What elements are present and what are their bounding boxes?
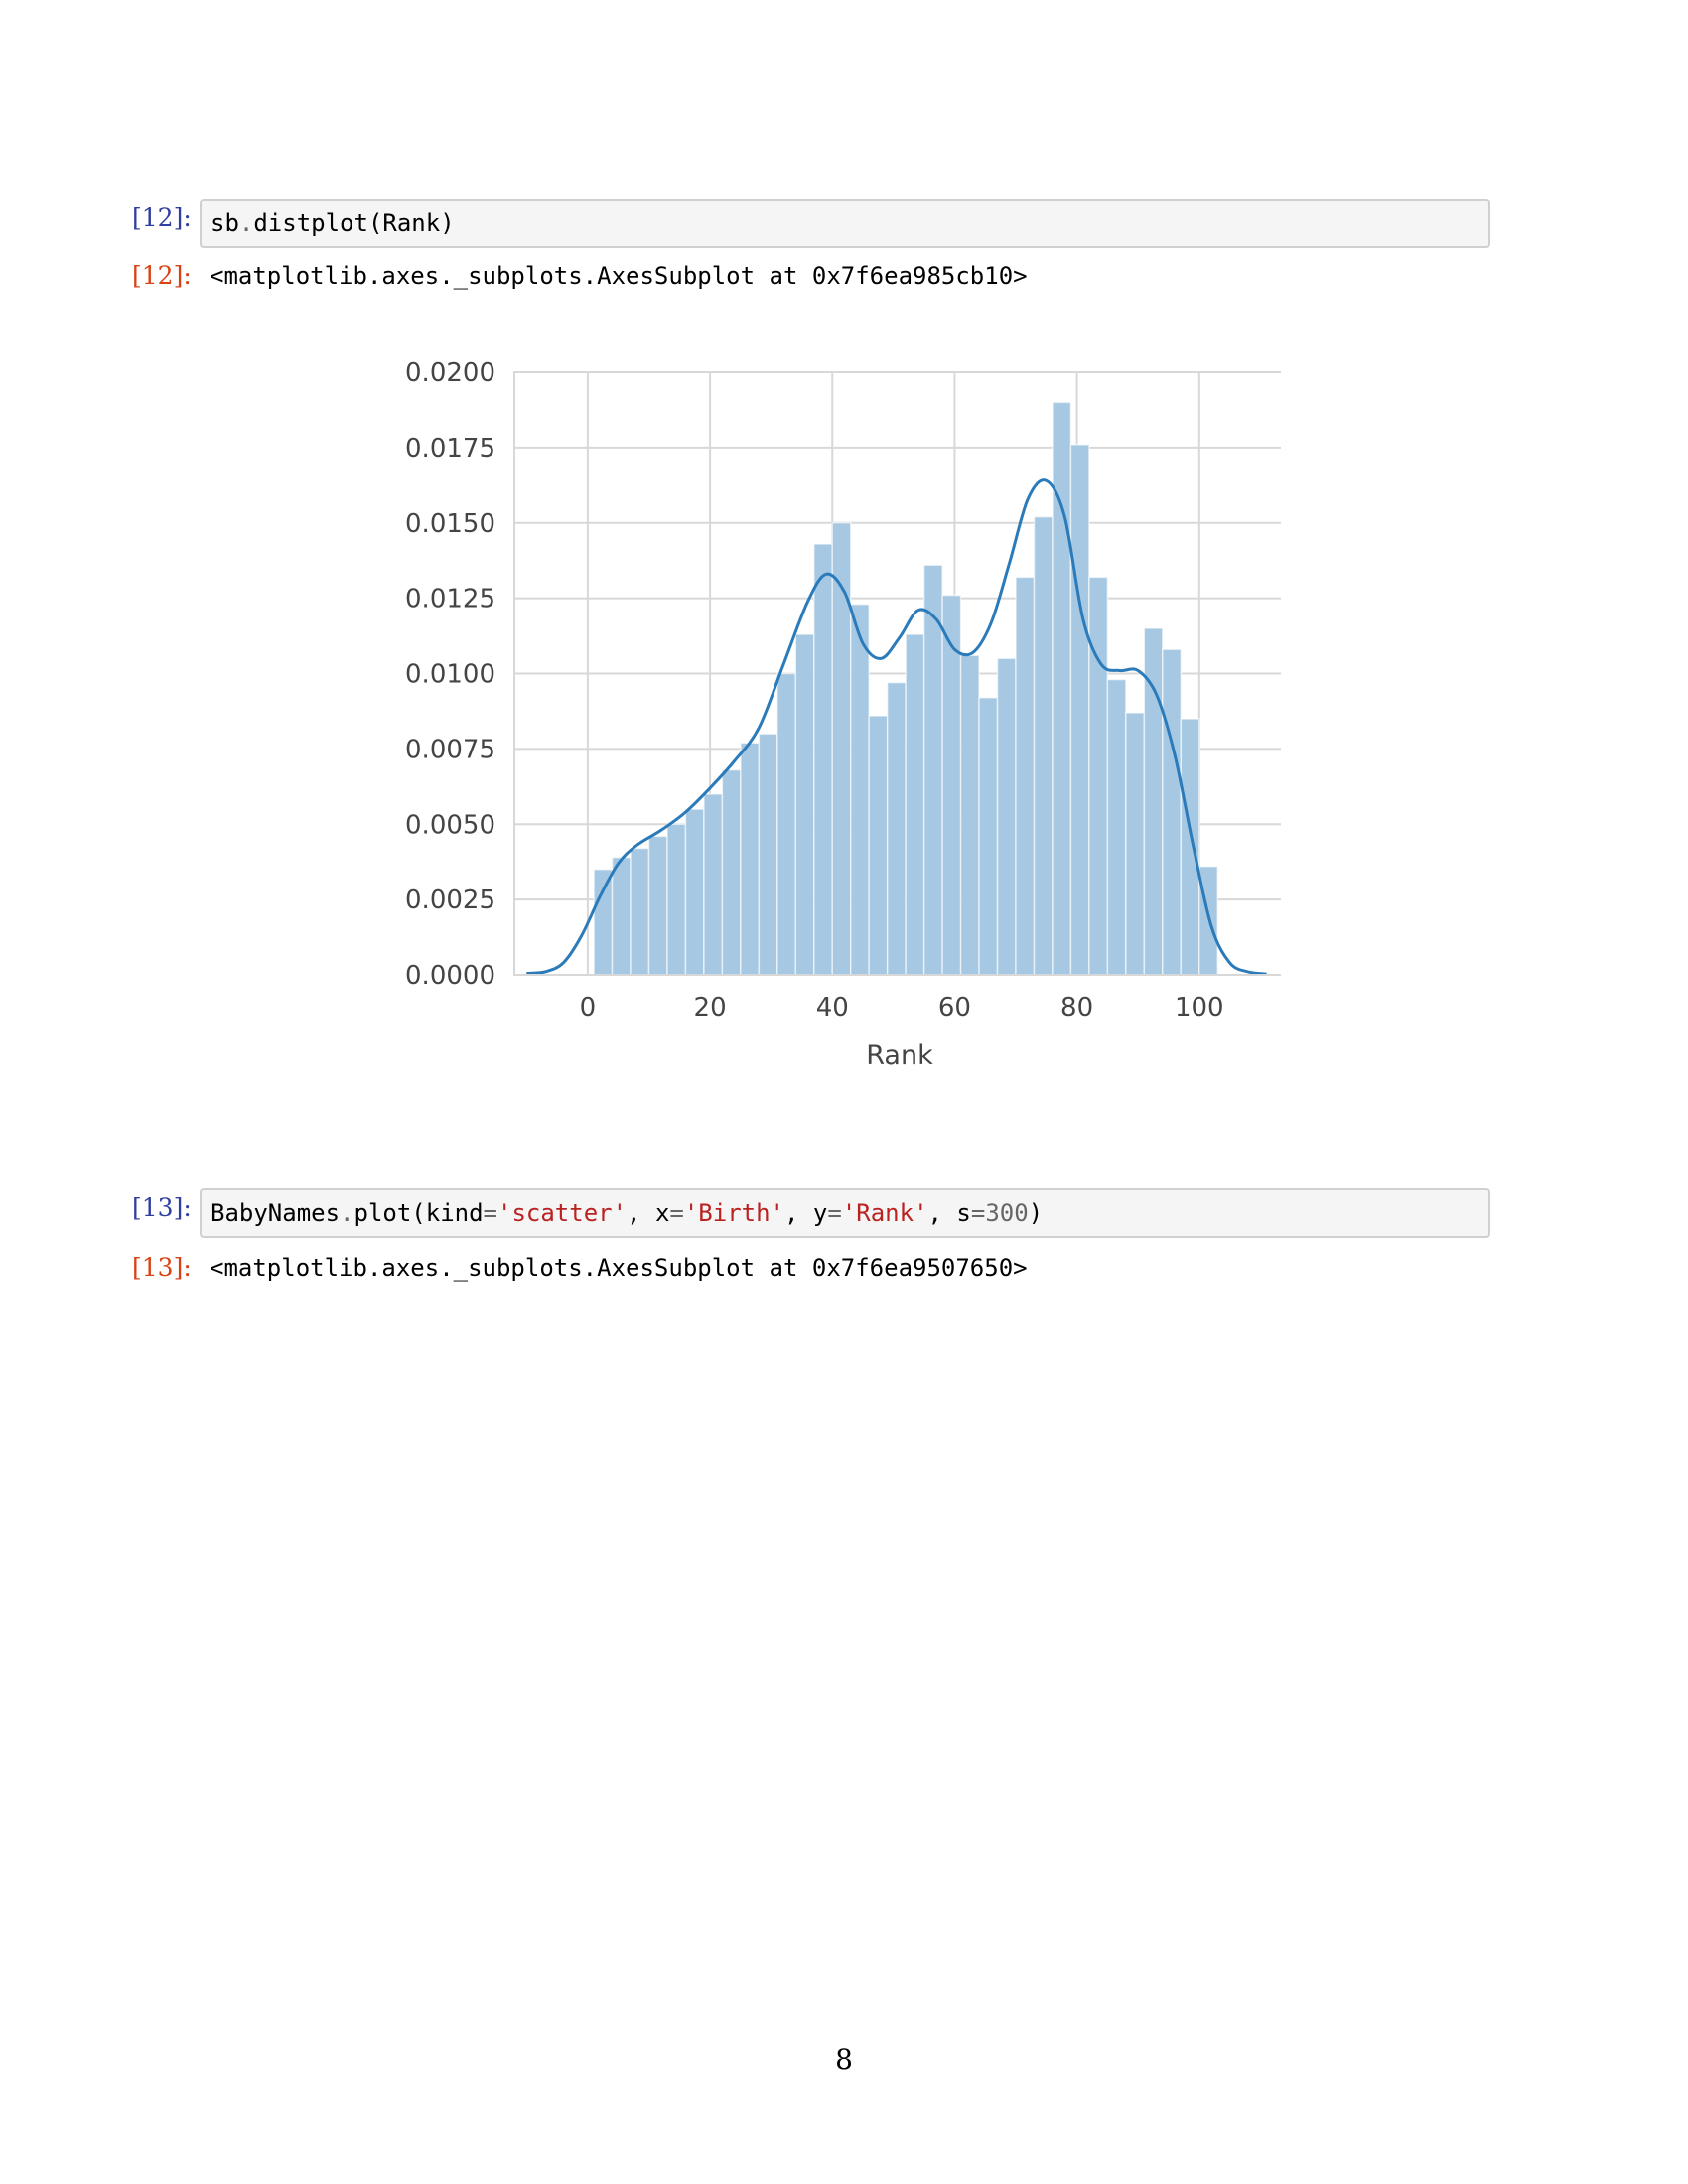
histogram-bar [794, 633, 815, 976]
histogram-bar [666, 823, 687, 976]
histogram-bar [959, 654, 980, 976]
code-input-cell[interactable]: BabyNames.plot(kind='scatter', x='Birth'… [200, 1188, 1490, 1238]
code-token: = [669, 1199, 684, 1227]
code-token: sb [211, 209, 239, 237]
code-token: , y [784, 1199, 828, 1227]
histogram-bar [593, 869, 614, 976]
distplot-chart: 0.0000 0.0025 0.0050 0.0075 0.0100 0.0125 0.01… [405, 358, 1281, 1071]
histogram-bar [721, 768, 742, 976]
y-tick-label: 0.0200 [405, 358, 495, 388]
histogram-bar [740, 742, 761, 976]
code-token: , s [927, 1199, 971, 1227]
output-text: <matplotlib.axes._subplots.AxesSubplot a… [210, 262, 1028, 290]
histogram-bar [1069, 444, 1090, 976]
page-number: 8 [835, 2043, 853, 2076]
x-tick-label: 20 [694, 993, 727, 1023]
y-tick-label: 0.0150 [405, 509, 495, 539]
y-tick-label: 0.0175 [405, 434, 495, 464]
histogram-bar [611, 856, 632, 976]
histogram-bar [1033, 515, 1054, 976]
code-input-cell[interactable]: sb.distplot(Rank) [200, 199, 1490, 248]
output-text: <matplotlib.axes._subplots.AxesSubplot a… [210, 1254, 1028, 1282]
x-tick-label: 60 [938, 993, 971, 1023]
code-token: 'scatter' [497, 1199, 628, 1227]
histogram-bar [831, 522, 852, 976]
code-token: 'Birth' [683, 1199, 785, 1227]
histogram-bar [684, 808, 705, 976]
x-tick-label: 40 [816, 993, 849, 1023]
code-token: 300 [985, 1199, 1029, 1227]
input-prompt: [12]: [132, 204, 192, 232]
histogram-bar [886, 681, 907, 976]
histogram-bar [996, 657, 1017, 976]
histogram-bar [1088, 576, 1109, 976]
histogram-bar [703, 793, 724, 976]
histogram-bar [1106, 678, 1127, 976]
y-tick-label: 0.0050 [405, 810, 495, 840]
histogram-bar [758, 733, 778, 976]
code-token: = [827, 1199, 842, 1227]
y-tick-label: 0.0000 [405, 961, 495, 991]
input-prompt: [13]: [132, 1193, 192, 1222]
code-token: plot(kind [353, 1199, 484, 1227]
code-token: . [238, 209, 254, 237]
histogram-bar [868, 715, 889, 976]
plot-frame [513, 371, 1281, 976]
code-token: BabyNames [211, 1199, 341, 1227]
code-token: 'Rank' [841, 1199, 928, 1227]
code-token: = [483, 1199, 497, 1227]
y-tick-label: 0.0100 [405, 660, 495, 690]
histogram-bar [1180, 718, 1200, 976]
y-tick-labels: 0.0000 0.0025 0.0050 0.0075 0.0100 0.0125 0.01… [405, 358, 495, 991]
x-tick-label: 100 [1175, 993, 1224, 1023]
histogram-bar [978, 697, 999, 976]
histogram-bar [1125, 712, 1146, 976]
code-token: . [340, 1199, 354, 1227]
y-tick-label: 0.0125 [405, 585, 495, 614]
histogram-bar [905, 633, 925, 976]
histogram-bar [776, 672, 797, 976]
x-tick-labels: 0 20 40 60 80 100 [580, 993, 1224, 1023]
y-tick-label: 0.0075 [405, 735, 495, 764]
histogram-bar [1162, 648, 1183, 976]
output-prompt: [13]: [132, 1253, 192, 1282]
code-token: ) [1028, 1199, 1044, 1227]
histogram-bar [647, 835, 668, 976]
code-token: distplot(Rank) [253, 209, 455, 237]
histogram-bar [813, 543, 834, 976]
y-tick-label: 0.0025 [405, 886, 495, 915]
x-tick-label: 0 [580, 993, 597, 1023]
histogram-bar [630, 847, 650, 976]
code-token: , x [627, 1199, 670, 1227]
x-axis-label: Rank [866, 1040, 933, 1071]
output-prompt: [12]: [132, 261, 192, 290]
histogram-bar [1015, 576, 1036, 976]
x-tick-label: 80 [1060, 993, 1093, 1023]
histogram-bars [593, 401, 1219, 976]
histogram-bar [849, 603, 870, 976]
kde-curve [526, 478, 1267, 976]
code-token: = [970, 1199, 986, 1227]
